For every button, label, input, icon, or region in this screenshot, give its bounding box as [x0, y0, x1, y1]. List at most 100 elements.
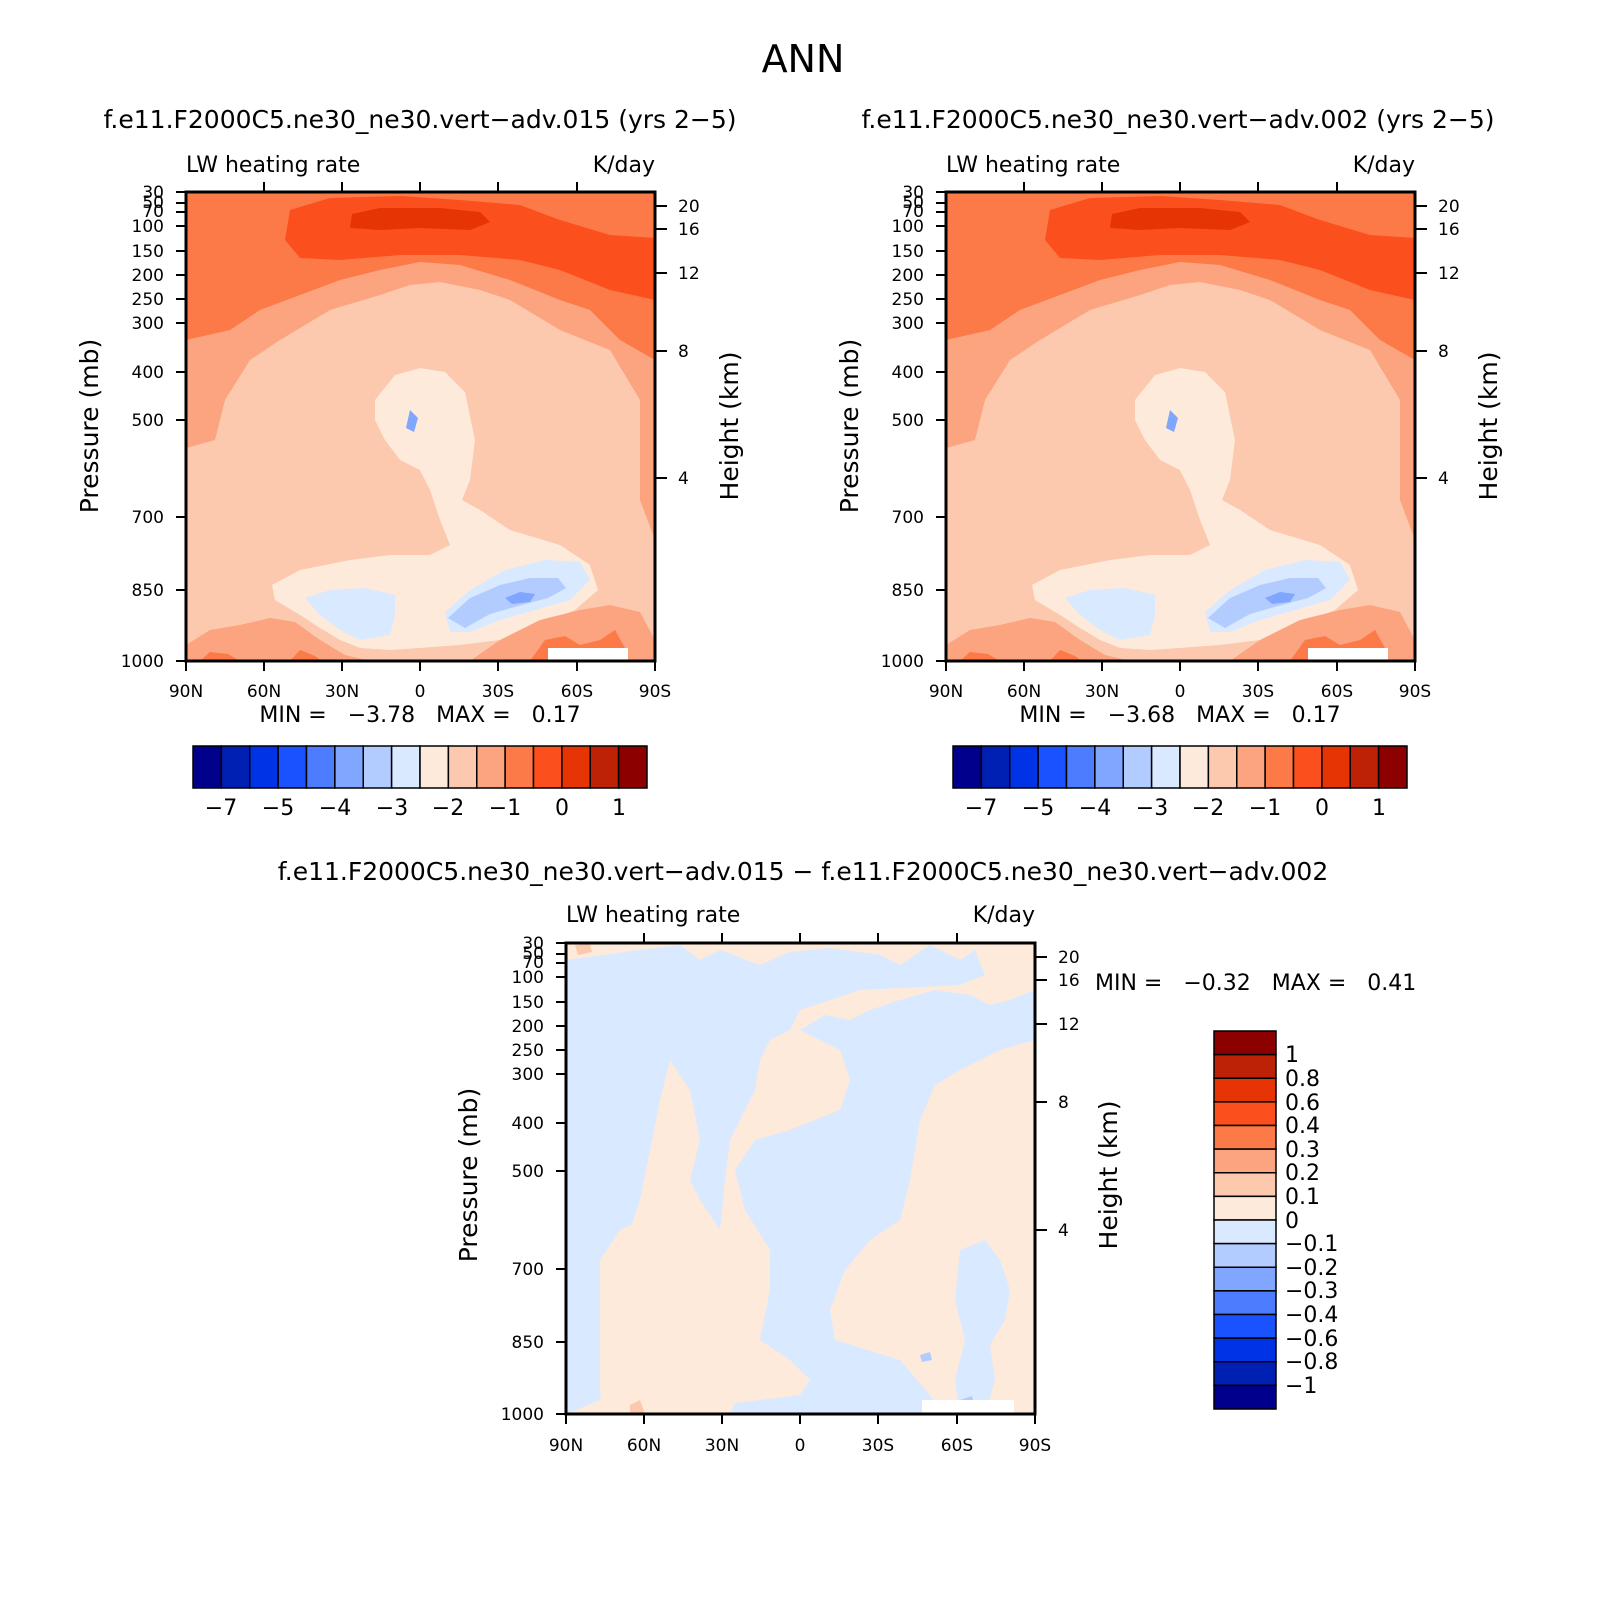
panel-c-ytick: 500 — [512, 1162, 544, 1182]
panel-c-xtick: 90N — [549, 1436, 583, 1456]
panel-a-cbar-label: 0 — [555, 796, 569, 821]
colorbar-box — [1292, 745, 1323, 789]
colorbar-box — [1213, 1384, 1277, 1410]
panel-a-surface-0.3 — [200, 630, 625, 661]
panel-a-colorbar-labels: −7 −5 −4 −3 −2 −1 0 1 — [205, 796, 626, 821]
panel-c-case-title: f.e11.F2000C5.ne30_ne30.vert−adv.015 − f… — [278, 857, 1328, 886]
panel-b-cbar-label: 0 — [1315, 796, 1329, 821]
panel-b-cbar-label: −2 — [1192, 796, 1224, 821]
panel-c-xtick: 60N — [627, 1436, 661, 1456]
panel-c: f.e11.F2000C5.ne30_ne30.vert−adv.015 − f… — [278, 857, 1416, 1456]
panel-b-band-0.6 — [1110, 208, 1250, 230]
panel-c-xtick: 90S — [1019, 1436, 1051, 1456]
panel-c-left-ticks — [556, 942, 566, 1415]
panel-c-ytick: 100 — [512, 968, 544, 988]
panel-c-colorbar — [1213, 1030, 1277, 1410]
colorbar-box — [390, 745, 421, 789]
panel-c-cbar-label: 0 — [1285, 1209, 1299, 1234]
colorbar-box — [1213, 1077, 1277, 1103]
panel-c-cbar-label: −0.6 — [1285, 1327, 1338, 1352]
panel-a-ytick: 250 — [132, 290, 164, 310]
colorbar-box — [1213, 1290, 1277, 1316]
panel-b-xtick: 90N — [929, 682, 963, 702]
panel-c-band-pos-left — [600, 1220, 810, 1414]
colorbar-box — [362, 745, 393, 789]
panel-a-cbar-label: 1 — [612, 796, 626, 821]
panel-b: f.e11.F2000C5.ne30_ne30.vert−adv.002 (yr… — [835, 105, 1503, 821]
panel-a-y2tick: 16 — [678, 220, 700, 240]
panel-b-ytick: 200 — [892, 266, 924, 286]
panel-c-cbar-label: −0.2 — [1285, 1256, 1338, 1281]
panel-b-cbar-label: 1 — [1372, 796, 1386, 821]
panel-c-min-max: MIN = −0.32 MAX = 0.41 — [1095, 971, 1416, 996]
panel-c-xtick: 60S — [941, 1436, 973, 1456]
panel-a-ytick: 1000 — [121, 652, 164, 672]
panel-c-xtick: 30S — [862, 1436, 894, 1456]
panel-a-xtick: 30N — [325, 682, 359, 702]
panel-a-min-max: MIN = −3.78 MAX = 0.17 — [259, 703, 580, 728]
panel-b-ytick: 850 — [892, 581, 924, 601]
panel-a-ytick: 300 — [132, 314, 164, 334]
panel-c-band-neg — [566, 945, 985, 1414]
panel-a-y2label: Height (km) — [715, 352, 744, 501]
panel-a-cbar-label: −4 — [319, 796, 351, 821]
panel-a-cbar-label: −2 — [432, 796, 464, 821]
panel-b-ytick: 400 — [892, 363, 924, 383]
panel-b-ytick: 150 — [892, 242, 924, 262]
panel-c-x-ticklabels: 90N 60N 30N 0 30S 60S 90S — [549, 1436, 1051, 1456]
panel-a-y2tick: 8 — [678, 342, 689, 362]
panel-a-ytick: 150 — [132, 242, 164, 262]
panel-b-ytick: 700 — [892, 508, 924, 528]
panel-c-ytick: 30 — [522, 934, 544, 954]
panel-b-cbar-label: −1 — [1249, 796, 1281, 821]
colorbar-box — [504, 745, 535, 789]
panel-a-xtick: 0 — [415, 682, 426, 702]
colorbar-box — [1349, 745, 1380, 789]
panel-c-xtick: 30N — [705, 1436, 739, 1456]
panel-b-cbar-label: −3 — [1136, 796, 1168, 821]
panel-a: f.e11.F2000C5.ne30_ne30.vert−adv.015 (yr… — [75, 105, 744, 821]
panel-a-ytick: 400 — [132, 363, 164, 383]
panel-a-ytick: 500 — [132, 411, 164, 431]
colorbar-box — [1094, 745, 1124, 789]
panel-b-y2tick: 16 — [1438, 220, 1460, 240]
panel-b-surface-0.3 — [960, 630, 1385, 661]
panel-b-y2tick: 4 — [1438, 469, 1449, 489]
panel-b-cbar-label: −4 — [1079, 796, 1111, 821]
colorbar-box — [617, 745, 648, 789]
panel-a-y2tick: 20 — [678, 197, 700, 217]
colorbar-box — [1213, 1361, 1277, 1387]
panel-a-units: K/day — [593, 153, 655, 178]
colorbar-box — [1009, 745, 1039, 789]
panel-b-surface-0.2 — [946, 605, 1415, 661]
panel-a-xtick: 90N — [169, 682, 203, 702]
panel-a-band-neg-0.1 — [305, 560, 590, 640]
panel-b-left-ticklabels: 30 50 70 100 150 200 250 300 400 500 700… — [881, 183, 924, 672]
panel-a-xtick: 60N — [247, 682, 281, 702]
panel-a-left-ticks — [176, 191, 186, 662]
panel-c-variable: LW heating rate — [566, 903, 740, 928]
panel-a-cbar-label: −5 — [262, 796, 294, 821]
panel-b-case-title: f.e11.F2000C5.ne30_ne30.vert−adv.002 (yr… — [861, 105, 1494, 134]
panel-c-y2tick: 12 — [1058, 1015, 1080, 1035]
panel-b-min-max: MIN = −3.68 MAX = 0.17 — [1019, 703, 1340, 728]
colorbar-box — [447, 745, 478, 789]
colorbar-box — [1213, 1337, 1277, 1363]
colorbar-box — [476, 745, 506, 789]
panel-a-ytick: 50 — [142, 193, 164, 213]
colorbar-box — [1213, 1266, 1277, 1292]
colorbar-box — [1213, 1053, 1277, 1079]
colorbar-box — [1037, 745, 1068, 789]
panel-b-cbar-label: −5 — [1022, 796, 1054, 821]
panel-c-cbar-label: −0.4 — [1285, 1303, 1338, 1328]
panel-c-cbar-label: −0.3 — [1285, 1279, 1338, 1304]
panel-c-cbar-label: 0.3 — [1285, 1138, 1320, 1163]
panel-a-band-neg-0.2 — [448, 578, 566, 628]
panel-a-x-ticks — [185, 182, 656, 671]
panel-c-cbar-label: 0.1 — [1285, 1185, 1320, 1210]
panel-b-right-ticklabels: 20 16 12 8 4 — [1438, 197, 1460, 489]
panel-b-xtick: 90S — [1399, 682, 1431, 702]
panel-a-y2tick: 12 — [678, 264, 700, 284]
panel-b-x-ticklabels: 90N 60N 30N 0 30S 60S 90S — [929, 682, 1431, 702]
panel-b-colorbar — [952, 745, 1408, 789]
